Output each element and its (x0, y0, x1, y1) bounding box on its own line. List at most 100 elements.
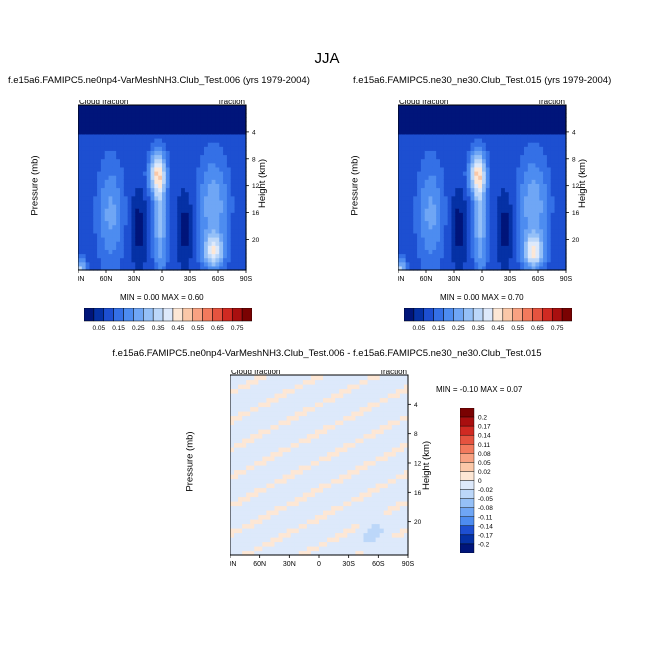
field-cell (184, 133, 190, 139)
field-cell (493, 228, 498, 234)
field-cell (359, 519, 365, 525)
field-cell (234, 406, 239, 412)
field-cell (470, 261, 475, 267)
field-cell (302, 379, 308, 385)
field-cell (254, 541, 259, 547)
field-cell (139, 228, 144, 234)
field-cell (497, 113, 502, 118)
field-cell (436, 121, 441, 127)
field-cell (524, 212, 529, 217)
field-cell (123, 166, 129, 172)
field-cell (162, 121, 167, 127)
field-cell (97, 224, 102, 230)
field-cell (319, 550, 324, 556)
field-cell (562, 253, 567, 259)
field-cell (123, 232, 129, 238)
field-cell (462, 220, 468, 226)
field-cell (154, 162, 159, 168)
field-cell (135, 191, 140, 197)
field-cell (298, 375, 304, 381)
field-cell (226, 265, 232, 271)
field-cell (85, 187, 91, 193)
field-cell (497, 171, 502, 176)
field-cell (146, 187, 152, 193)
field-cell (462, 265, 468, 271)
field-cell (440, 257, 445, 263)
field-cell (474, 232, 479, 238)
field-cell (550, 158, 556, 164)
field-cell (524, 245, 529, 250)
field-cell (327, 379, 332, 385)
field-cell (405, 195, 411, 201)
field-cell (462, 191, 468, 197)
field-cell (158, 158, 163, 164)
field-cell (139, 150, 144, 156)
field-cell (459, 113, 464, 118)
field-cell (554, 253, 559, 259)
field-cell (447, 216, 453, 222)
field-cell (230, 212, 236, 217)
field-cell (424, 162, 430, 168)
field-cell (470, 105, 475, 110)
field-cell (230, 195, 236, 201)
field-cell (112, 208, 117, 213)
field-cell (270, 393, 276, 399)
field-cell (196, 146, 201, 151)
field-cell (81, 129, 87, 135)
field-cell (131, 208, 136, 213)
field-cell (274, 393, 280, 399)
field-cell (347, 469, 352, 475)
field-cell (447, 257, 453, 263)
field-cell (116, 179, 121, 184)
field-cell (146, 154, 152, 160)
field-cell (310, 438, 316, 444)
field-cell (162, 245, 167, 250)
field-cell (116, 195, 121, 201)
colorbar-swatch (222, 307, 233, 322)
field-cell (323, 451, 328, 457)
field-cell (359, 546, 365, 552)
field-cell (165, 179, 171, 184)
field-cell (535, 241, 540, 246)
field-cell (97, 237, 102, 242)
field-cell (290, 510, 296, 516)
field-cell (165, 212, 171, 217)
field-cell (347, 379, 352, 385)
field-cell (158, 175, 163, 180)
field-cell (401, 191, 407, 197)
field-cell (319, 496, 324, 502)
field-cell (223, 105, 228, 110)
field-cell (417, 175, 422, 180)
colorbar-label: 0.05 (92, 325, 105, 332)
field-cell (489, 125, 495, 131)
field-cell (405, 265, 411, 271)
field-cell (413, 224, 418, 230)
field-cell (504, 257, 510, 263)
field-cell (226, 208, 232, 213)
field-cell (485, 232, 491, 238)
field-cell (474, 183, 479, 189)
field-cell (112, 216, 117, 222)
field-cell (177, 253, 182, 259)
field-cell (286, 510, 292, 516)
field-cell (504, 212, 510, 217)
field-cell (520, 150, 525, 156)
field-cell (278, 388, 284, 394)
field-cell (508, 232, 514, 238)
field-cell (455, 175, 460, 180)
field-cell (196, 232, 201, 238)
field-cell (223, 249, 228, 255)
field-cell (131, 249, 136, 255)
field-cell (230, 253, 236, 259)
field-cell (169, 228, 175, 234)
field-cell (413, 187, 418, 193)
field-cell (504, 224, 510, 230)
field-cell (258, 442, 263, 448)
field-cell (432, 224, 437, 230)
field-cell (302, 451, 308, 457)
field-cell (226, 121, 232, 127)
field-cell (310, 433, 316, 439)
field-cell (258, 483, 263, 489)
field-cell (150, 228, 155, 234)
field-cell (546, 183, 552, 189)
